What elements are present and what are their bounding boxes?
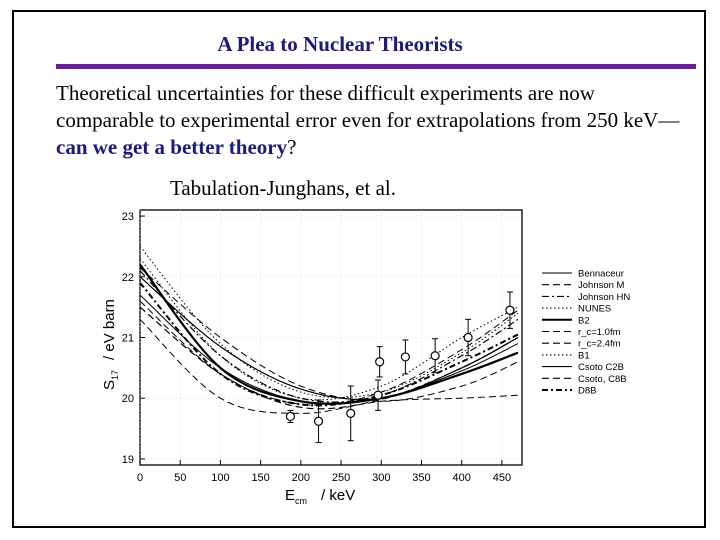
x-tick-label: 150 [251,472,269,484]
slide-frame [12,10,706,528]
x-tick-label: 50 [174,472,186,484]
legend-label: D8B [578,386,596,397]
series-line [139,258,519,401]
legend-label: B1 [578,350,590,361]
y-tick-label: 22 [122,272,134,284]
series-line [139,318,519,414]
data-point [313,416,324,426]
x-tick-label: 250 [332,472,350,484]
y-tick-label: 19 [122,454,134,466]
series-line [139,267,519,402]
x-tick-label: 400 [453,472,471,484]
body-text-plain: Theoretical uncertainties for these diff… [56,81,680,132]
y-axis-label-unit: / eV barn [101,299,118,360]
data-point [285,411,295,422]
data-point [430,351,440,361]
legend-label: Bennaceur [578,269,624,280]
y-tick-label: 20 [122,393,134,405]
x-axis-label: Ecm / keV [285,487,355,506]
legend-label: B2 [578,315,590,326]
x-tick-label: 200 [292,472,310,484]
y-axis-label: S17 / eV barn [101,299,120,390]
data-point [346,408,356,418]
data-point [463,332,473,343]
data-point [400,352,410,362]
x-tick-label: 300 [372,472,390,484]
y-tick-label: 23 [122,211,134,223]
series-line [139,300,519,406]
series-line [139,306,519,410]
body-text-end: ? [287,135,297,159]
s17-chart: 0 50 100 150 200 250 300 350 400 450 19 20 21 22 23 Be… [101,209,630,506]
x-axis-label-unit: / keV [321,487,355,504]
legend-label: r_c=2.4fm [578,339,621,350]
body-paragraph: Theoretical uncertainties for these diff… [56,80,696,161]
legend-label: Johnson HN [578,292,630,303]
data-point [375,357,385,367]
y-axis-label-main: S [101,380,118,390]
plot-area [139,209,523,466]
slide-title: A Plea to Nuclear Theorists [217,32,463,56]
body-text-highlight: can we get a better theory [56,135,288,159]
series-line [139,294,519,405]
x-tick-label: 100 [211,472,229,484]
series-line [139,246,519,399]
legend-label: Csoto, C8B [578,374,627,385]
x-tick-label: 450 [493,472,511,484]
legend-label: NUNES [578,304,611,315]
title-rule [56,64,696,69]
legend-label: r_c=1.0fm [578,327,621,338]
data-point [373,390,383,400]
y-axis-label-sub: 17 [110,370,120,380]
series-line [139,276,519,401]
data-point [505,305,515,315]
legend-label: Johnson M [578,280,625,291]
x-tick-label: 0 [137,472,143,484]
series-line [139,270,519,403]
figure-caption: Tabulation-Junghans, et al. [170,176,396,200]
x-axis-label-main: E [285,487,295,504]
x-axis-label-sub: cm [295,496,307,506]
x-tick-label: 350 [412,472,430,484]
legend-label: Csoto C2B [578,362,624,373]
y-tick-label: 21 [122,333,134,345]
